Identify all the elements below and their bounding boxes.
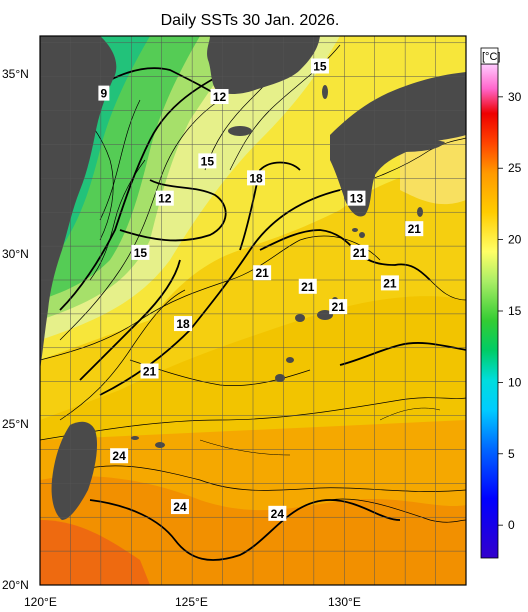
- contour-label: 21: [298, 278, 317, 294]
- contour-label: 21: [350, 244, 369, 260]
- contour-label-bg: [110, 448, 129, 464]
- contour-label-text: 24: [173, 500, 187, 514]
- contour-label: 12: [210, 89, 229, 104]
- shikoku-land: [395, 139, 445, 152]
- colorbar-tick-label: 10: [508, 375, 522, 389]
- contour-label-text: 21: [383, 276, 397, 290]
- colorbar-tick-label: 5: [508, 447, 515, 461]
- contour-label-bg: [155, 190, 174, 206]
- contour-label-text: 21: [301, 280, 315, 294]
- contour-label-bg: [210, 89, 229, 104]
- colorbar-tick-label: 0: [508, 518, 515, 532]
- colorbar-tick-label: 20: [508, 233, 522, 247]
- colorbar-tick-label: 25: [508, 161, 522, 175]
- contour-label: 15: [131, 244, 150, 260]
- taiwan-island: [51, 421, 98, 520]
- contour-label-bg: [140, 363, 159, 379]
- contour-label: 24: [268, 505, 287, 521]
- contour-label: 21: [329, 299, 348, 315]
- lat-label-20: 20°N: [2, 578, 29, 592]
- contour-label-text: 18: [249, 171, 263, 185]
- contour-label-text: 12: [213, 90, 227, 104]
- contour-label: 24: [110, 448, 129, 464]
- lat-label-25: 25°N: [2, 417, 29, 431]
- lon-label-130: 130°E: [328, 595, 361, 609]
- colorbar-tick-label: 15: [508, 304, 522, 318]
- contour-label-text: 24: [112, 449, 126, 463]
- contour-label-bg: [174, 316, 193, 332]
- contour-label: 21: [140, 363, 159, 379]
- contour-label-text: 21: [408, 222, 422, 236]
- contour-label-bg: [253, 265, 272, 281]
- contour-label-text: 18: [176, 317, 190, 331]
- lat-label-30: 30°N: [2, 247, 29, 261]
- contour-label: 15: [310, 58, 329, 74]
- contour-label-bg: [131, 244, 150, 260]
- contour-label: 18: [174, 316, 193, 332]
- contour-label: 21: [380, 275, 399, 291]
- jeju-island: [228, 126, 252, 136]
- contour-label-bg: [170, 499, 189, 515]
- contour-label: 18: [247, 170, 266, 186]
- lon-label-120: 120°E: [24, 595, 57, 609]
- contour-label-text: 13: [350, 192, 364, 206]
- map-title: Daily SSTs 30 Jan. 2026.: [160, 12, 340, 29]
- contour-label-text: 21: [353, 246, 367, 260]
- contour-label: 13: [347, 190, 366, 206]
- contour-label-bg: [380, 275, 399, 291]
- contour-label-bg: [198, 153, 217, 169]
- tsushima-island: [322, 85, 328, 99]
- contour-label-text: 15: [201, 154, 215, 168]
- colorbar-unit: [°C]: [482, 51, 500, 63]
- contour-label-text: 12: [158, 192, 172, 206]
- contour-label: 12: [155, 190, 174, 206]
- contour-label-bg: [268, 505, 287, 521]
- korea-land: [207, 36, 320, 95]
- colorbar-unit-box: [480, 47, 499, 65]
- map-frame: [39, 35, 467, 586]
- contour-label-bg: [247, 170, 266, 186]
- colorbar-tick-label: 30: [508, 90, 522, 104]
- contour-label: 9: [98, 85, 110, 101]
- contour-label-bg: [310, 58, 329, 74]
- contour-label-text: 9: [101, 87, 108, 101]
- colorbar-ticks: 0 5 10 15 20 25 30: [498, 90, 522, 532]
- contour-label-text: 21: [143, 365, 157, 379]
- lon-label-125: 125°E: [175, 595, 208, 609]
- china-coast: [40, 36, 117, 370]
- contour-value-labels: 9 12 15 15 18 12 13 21 15 21 21 21 21 21 18 21 24 24 24: [98, 58, 424, 521]
- contour-label-bg: [98, 85, 110, 101]
- contour-label-text: 24: [271, 507, 285, 521]
- contour-label-bg: [350, 244, 369, 260]
- contour-label-bg: [329, 299, 348, 315]
- contour-label-text: 21: [332, 300, 346, 314]
- contour-label-bg: [298, 278, 317, 294]
- contour-label: 21: [253, 265, 272, 281]
- colorbar-gradient: [480, 63, 499, 559]
- contour-label-bg: [347, 190, 366, 206]
- contour-label: 15: [198, 153, 217, 169]
- latitude-axis: 35°N 30°N 25°N 20°N: [2, 67, 29, 592]
- contour-label-bg: [405, 221, 424, 237]
- longitude-axis: 120°E 125°E 130°E: [24, 595, 361, 609]
- contour-label-text: 15: [313, 60, 327, 74]
- color-bar: [°C] 0 5 10 15 20 25 30: [480, 47, 522, 559]
- contour-label-text: 21: [255, 266, 269, 280]
- lat-label-35: 35°N: [2, 67, 29, 81]
- contour-label: 21: [405, 221, 424, 237]
- contour-label: 24: [170, 499, 189, 515]
- contour-label-text: 15: [134, 246, 148, 260]
